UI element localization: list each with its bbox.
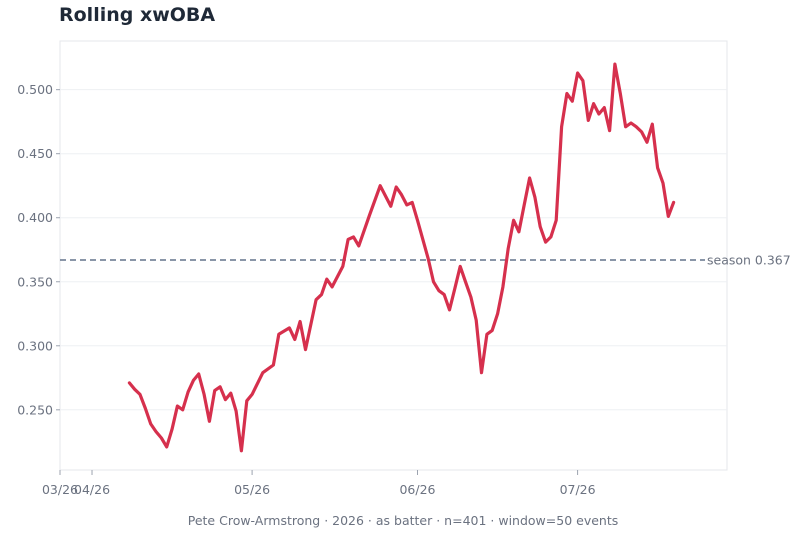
- x-tick-label: 03/26: [42, 482, 78, 497]
- x-tick-label: 04/26: [74, 482, 110, 497]
- y-tick-label: 0.300: [17, 338, 53, 353]
- season-average-label: season 0.367: [707, 252, 791, 267]
- y-axis: 0.250 0.300 0.350 0.400 0.450 0.500: [17, 82, 60, 417]
- y-tick-label: 0.400: [17, 210, 53, 225]
- y-tick-label: 0.450: [17, 146, 53, 161]
- gridlines: [59, 40, 728, 471]
- x-tick-label: 06/26: [399, 482, 435, 497]
- chart-title: Rolling xwOBA: [59, 4, 216, 26]
- x-tick-label: 07/26: [560, 482, 596, 497]
- x-tick-label: 05/26: [234, 482, 270, 497]
- y-tick-label: 0.250: [17, 402, 53, 417]
- rolling-xwoba-line: [127, 62, 676, 453]
- reference-group: season 0.367: [60, 252, 791, 267]
- y-tick-label: 0.350: [17, 274, 53, 289]
- y-tick-label: 0.500: [17, 82, 53, 97]
- chart-footer: Pete Crow-Armstrong · 2026 · as batter ·…: [187, 513, 619, 528]
- series-group: [127, 62, 676, 453]
- plot-frame: [59, 40, 728, 471]
